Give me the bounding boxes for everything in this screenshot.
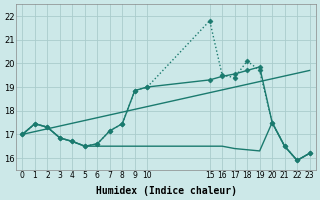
X-axis label: Humidex (Indice chaleur): Humidex (Indice chaleur) xyxy=(95,186,236,196)
